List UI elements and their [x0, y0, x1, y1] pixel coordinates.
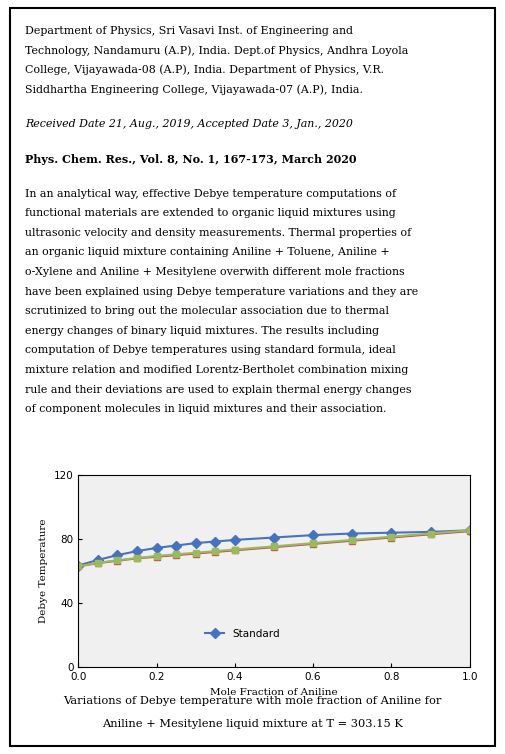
Legend: Standard: Standard [201, 624, 284, 643]
Standard [232, 535, 238, 544]
Text: functional materials are extended to organic liquid mixtures using: functional materials are extended to org… [25, 208, 396, 218]
Standard [271, 533, 277, 542]
Text: computation of Debye temperatures using standard formula, ideal: computation of Debye temperatures using … [25, 345, 396, 355]
Standard [134, 547, 140, 556]
Text: mixture relation and modified Lorentz-Bertholet combination mixing: mixture relation and modified Lorentz-Be… [25, 365, 409, 375]
Text: In an analytical way, effective Debye temperature computations of: In an analytical way, effective Debye te… [25, 188, 396, 198]
Standard [95, 556, 101, 565]
Standard [388, 528, 394, 537]
Text: o-Xylene and Aniline + Mesitylene overwith different mole fractions: o-Xylene and Aniline + Mesitylene overwi… [25, 267, 405, 277]
Standard [154, 544, 160, 553]
Standard [310, 531, 316, 540]
Text: Variations of Debye temperature with mole fraction of Aniline for: Variations of Debye temperature with mol… [63, 696, 442, 706]
Text: scrutinized to bring out the molecular association due to thermal: scrutinized to bring out the molecular a… [25, 306, 389, 316]
Text: ultrasonic velocity and density measurements. Thermal properties of: ultrasonic velocity and density measurem… [25, 228, 412, 238]
Standard [75, 561, 81, 570]
Text: College, Vijayawada-08 (A.P), India. Department of Physics, V.R.: College, Vijayawada-08 (A.P), India. Dep… [25, 65, 384, 75]
Standard [428, 527, 434, 536]
Text: Technology, Nandamuru (A.P), India. Dept.of Physics, Andhra Loyola: Technology, Nandamuru (A.P), India. Dept… [25, 45, 409, 56]
Standard [114, 550, 121, 559]
Text: Department of Physics, Sri Vasavi Inst. of Engineering and: Department of Physics, Sri Vasavi Inst. … [25, 26, 353, 35]
Standard [212, 537, 218, 546]
Text: have been explained using Debye temperature variations and they are: have been explained using Debye temperat… [25, 287, 419, 296]
Standard [173, 541, 179, 550]
Text: of component molecules in liquid mixtures and their association.: of component molecules in liquid mixture… [25, 404, 387, 414]
Text: rule and their deviations are used to explain thermal energy changes: rule and their deviations are used to ex… [25, 385, 412, 394]
Text: Phys. Chem. Res., Vol. 8, No. 1, 167-173, March 2020: Phys. Chem. Res., Vol. 8, No. 1, 167-173… [25, 154, 357, 165]
Standard [349, 529, 355, 538]
Text: Siddhartha Engineering College, Vijayawada-07 (A.P), India.: Siddhartha Engineering College, Vijayawa… [25, 84, 363, 95]
X-axis label: Mole Fraction of Aniline: Mole Fraction of Aniline [210, 688, 338, 697]
Y-axis label: Debye Temperature: Debye Temperature [39, 519, 48, 624]
Text: an organic liquid mixture containing Aniline + Toluene, Aniline +: an organic liquid mixture containing Ani… [25, 247, 390, 257]
Standard [193, 538, 199, 547]
Line: Standard: Standard [75, 527, 473, 569]
Text: Received Date 21, Aug., 2019, Accepted Date 3, Jan., 2020: Received Date 21, Aug., 2019, Accepted D… [25, 119, 353, 129]
Text: Aniline + Mesitylene liquid mixture at T = 303.15 K: Aniline + Mesitylene liquid mixture at T… [102, 719, 403, 728]
Standard [467, 526, 473, 535]
Text: energy changes of binary liquid mixtures. The results including: energy changes of binary liquid mixtures… [25, 326, 379, 336]
